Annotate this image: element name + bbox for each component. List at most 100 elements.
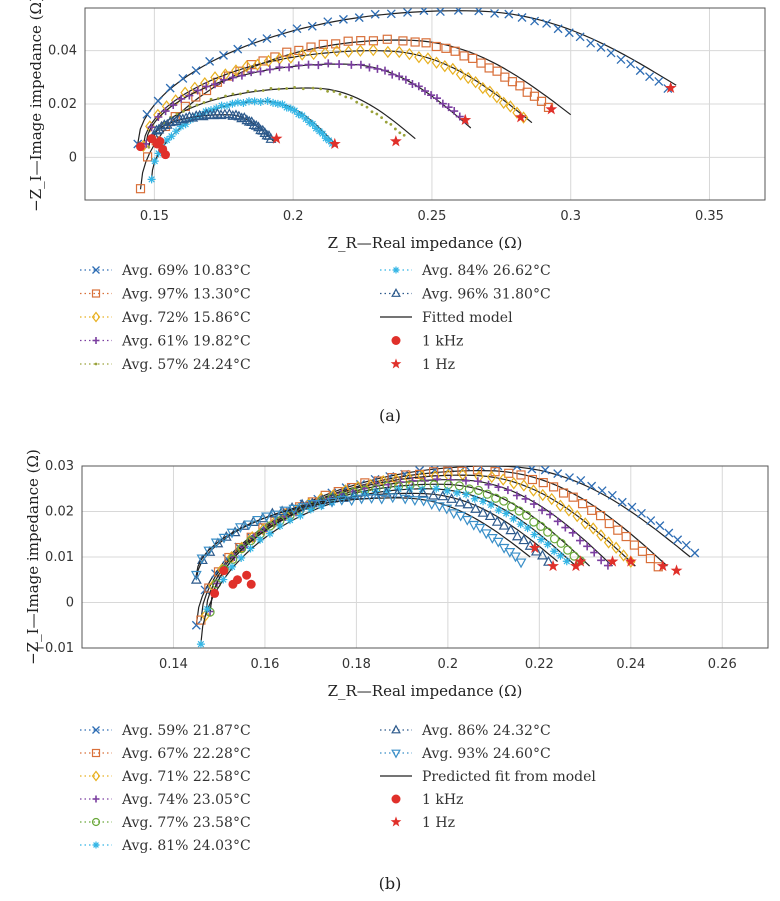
chart-b-legend-entry: Avg. 81% 24.03°C — [80, 838, 251, 854]
chart-b-data-point — [464, 484, 474, 494]
chart-a-data-point — [244, 97, 253, 106]
chart-a-fit-line-1 — [139, 39, 572, 190]
chart-a-data-point — [395, 72, 404, 81]
chart-b-data-point — [491, 515, 503, 526]
chart-b-data-point — [326, 497, 338, 508]
chart-a-data-point — [219, 50, 228, 60]
chart-a-hz-point — [459, 113, 472, 126]
chart-b-data-point — [204, 583, 214, 593]
chart-b-data-point — [521, 510, 532, 521]
chart-b-data-point — [507, 502, 517, 512]
chart-b-legend-entry: Avg. 86% 24.32°C — [380, 723, 551, 739]
chart-a-data-point — [176, 122, 185, 131]
chart-a-data-point — [335, 60, 344, 69]
chart-a-data-point — [354, 13, 364, 23]
chart-b-data-point — [587, 481, 597, 491]
chart-a-data-point — [293, 85, 297, 89]
chart-b-plot-area — [190, 466, 700, 648]
chart-a-legend-label: Avg. 97% 13.30°C — [121, 287, 251, 303]
chart-b-data-point — [524, 539, 536, 550]
chart-a-data-point — [187, 111, 199, 122]
chart-b-khz-point — [210, 588, 220, 598]
chart-a-data-point — [308, 47, 319, 61]
chart-a-data-point — [386, 9, 396, 19]
chart-a-data-point — [147, 145, 151, 149]
chart-b-xtick-label: 0.24 — [616, 657, 645, 672]
chart-b-xtick-label: 0.2 — [438, 657, 459, 672]
chart-b-legend-marker — [91, 748, 101, 758]
chart-a-data-point — [401, 75, 410, 84]
chart-a-data-point — [459, 51, 469, 61]
chart-a-data-point — [188, 105, 192, 109]
chart-b-data-point — [523, 524, 532, 533]
chart-a-data-point — [427, 91, 436, 100]
chart-a-data-point — [575, 32, 585, 42]
chart-a-data-point — [500, 72, 510, 82]
chart-b-ytick-label: 0.03 — [45, 459, 74, 474]
chart-a-data-point — [380, 116, 384, 120]
chart-b-data-point — [383, 487, 392, 496]
chart-a-data-point — [435, 8, 445, 16]
chart-b-legend-marker — [91, 770, 101, 782]
chart-b-data-point — [203, 605, 212, 614]
chart-a-series-0 — [133, 8, 677, 149]
chart-b-data-point — [617, 497, 627, 507]
chart-a-series-5 — [147, 96, 339, 184]
chart-b-data-point — [529, 500, 538, 509]
chart-a-data-point — [450, 46, 460, 56]
chart-b-data-point — [494, 506, 503, 515]
chart-a-data-point — [355, 100, 359, 104]
chart-a-legend-entry: 1 kHz — [391, 334, 463, 350]
chart-b-data-point — [576, 475, 586, 485]
chart-b-hz-point — [656, 559, 669, 572]
chart-a-xlabel: Z_R—Real impedance (Ω) — [328, 234, 523, 252]
chart-a-data-point — [383, 45, 393, 59]
chart-a: 0.15 0.2 0.25 0.3 0.35 0 0.02 0.04 Z_R—Real impe… — [0, 0, 780, 400]
chart-a-hz-point — [328, 137, 341, 150]
chart-a-data-point — [343, 36, 353, 46]
chart-a-xtick-label: 0.15 — [140, 209, 169, 224]
chart-a-legend-marker — [391, 336, 401, 345]
chart-b-data-point — [553, 517, 562, 526]
chart-a-data-point — [219, 75, 228, 84]
chart-a-data-point — [507, 77, 518, 87]
chart-b-data-point — [366, 494, 378, 504]
chart-b-data-point — [229, 526, 241, 537]
chart-b-khz-point — [232, 575, 242, 585]
chart-b-data-point — [498, 519, 510, 530]
chart-a-data-point — [178, 73, 188, 83]
chart-a-data-point — [356, 60, 365, 69]
chart-b-data-point — [288, 504, 300, 515]
chart-a-data-point — [247, 37, 257, 47]
chart-b-data-point — [618, 549, 629, 562]
chart-b-data-point — [380, 486, 392, 497]
chart-a-legend-entry: Avg. 84% 26.62°C — [380, 263, 551, 279]
chart-b-xlabel: Z_R—Real impedance (Ω) — [328, 682, 523, 700]
chart-a-data-point — [404, 47, 415, 61]
chart-a-data-point — [256, 97, 265, 106]
chart-a-data-point — [207, 106, 216, 115]
chart-b-data-point — [629, 540, 639, 550]
chart-b-data-point — [236, 544, 247, 554]
chart-a-data-point — [292, 24, 302, 34]
chart-b-data-point — [473, 485, 484, 495]
chart-b-data-point — [433, 502, 445, 513]
chart-b-data-point — [247, 530, 258, 544]
chart-b-legend-entry: Avg. 93% 24.60°C — [380, 746, 551, 762]
chart-b-data-point — [203, 546, 215, 557]
chart-a-data-point — [536, 96, 547, 106]
chart-a-legend-label: Avg. 84% 26.62°C — [421, 263, 551, 279]
chart-a-data-point — [530, 16, 540, 26]
chart-b-data-point — [482, 489, 492, 499]
chart-a-data-point — [423, 52, 433, 65]
chart-b-data-point — [543, 527, 553, 537]
chart-b-data-point — [376, 494, 388, 505]
chart-a-data-point — [355, 44, 366, 57]
chart-b-data-point — [246, 544, 255, 553]
chart-b-legend-label: 1 Hz — [422, 815, 455, 831]
chart-b-data-point — [417, 487, 429, 498]
chart-a-hz-point — [514, 111, 527, 123]
chart-b-data-point — [655, 521, 665, 531]
chart-b-data-point — [563, 545, 573, 555]
chart-a-data-point — [375, 112, 379, 116]
